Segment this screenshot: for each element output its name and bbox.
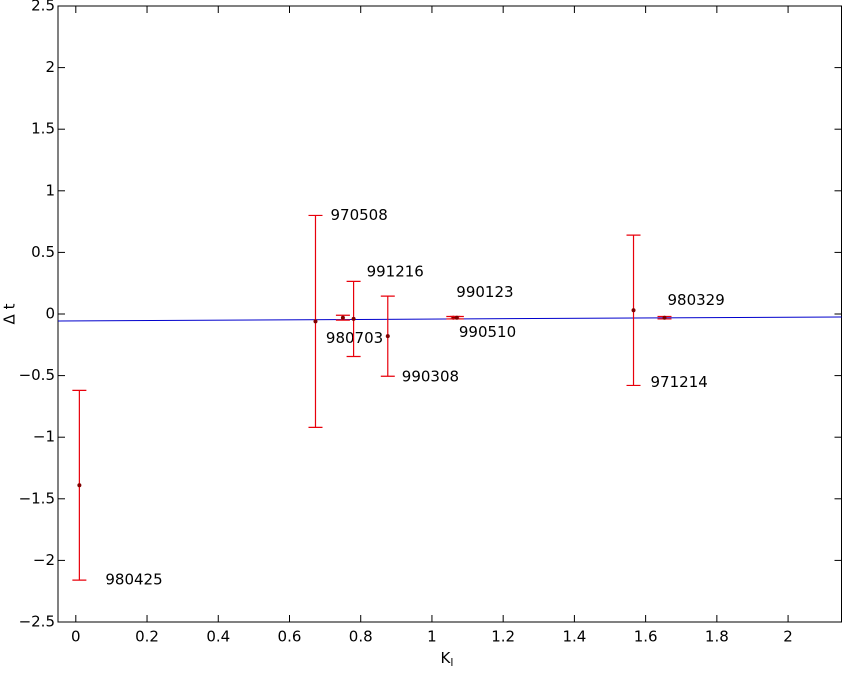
x-tick-label: 1.8 bbox=[705, 628, 729, 646]
x-tick-label: 1 bbox=[427, 628, 437, 646]
y-tick-label: 0.5 bbox=[31, 243, 55, 261]
point-label: 980329 bbox=[668, 291, 725, 309]
y-tick-label: 1.5 bbox=[31, 120, 55, 138]
point-label: 980425 bbox=[105, 571, 162, 589]
data-point bbox=[631, 308, 636, 313]
y-axis-label: Δ t bbox=[1, 303, 19, 324]
data-point bbox=[662, 315, 667, 320]
data-point bbox=[351, 316, 356, 321]
x-tick-label: 1.4 bbox=[562, 628, 586, 646]
point-label: 971214 bbox=[651, 373, 708, 391]
point-label: 990308 bbox=[402, 368, 459, 386]
x-tick-label: 0.6 bbox=[278, 628, 302, 646]
point-label: 980703 bbox=[326, 329, 383, 347]
x-axis-label-main: K bbox=[441, 649, 452, 667]
y-tick-label: 0 bbox=[45, 305, 55, 323]
y-tick-label: 2.5 bbox=[31, 0, 55, 15]
x-axis-label-subscript: l bbox=[450, 656, 453, 669]
point-label: 991216 bbox=[367, 262, 424, 280]
point-label: 990123 bbox=[456, 283, 513, 301]
x-tick-label: 0.4 bbox=[206, 628, 230, 646]
data-point bbox=[77, 483, 82, 488]
y-tick-label: −0.5 bbox=[19, 366, 55, 384]
x-tick-label: 2 bbox=[783, 628, 793, 646]
x-axis-label: Kl bbox=[441, 649, 454, 670]
x-tick-label: 0.2 bbox=[135, 628, 159, 646]
y-tick-label: 2 bbox=[45, 58, 55, 76]
data-point bbox=[385, 334, 390, 339]
x-tick-label: 0.8 bbox=[349, 628, 373, 646]
y-tick-label: −1 bbox=[33, 428, 55, 446]
x-tick-label: 1.6 bbox=[634, 628, 658, 646]
y-tick-label: −1.5 bbox=[19, 489, 55, 507]
x-tick-label: 1.2 bbox=[491, 628, 515, 646]
y-tick-label: −2 bbox=[33, 551, 55, 569]
data-point bbox=[313, 319, 318, 324]
point-label: 990510 bbox=[459, 323, 516, 341]
data-point bbox=[340, 315, 345, 320]
y-tick-label: −2.5 bbox=[19, 613, 55, 631]
y-tick-label: 1 bbox=[45, 181, 55, 199]
point-label: 970508 bbox=[330, 206, 387, 224]
data-point bbox=[454, 315, 459, 320]
x-tick-label: 0 bbox=[71, 628, 81, 646]
plot-frame bbox=[57, 5, 842, 623]
